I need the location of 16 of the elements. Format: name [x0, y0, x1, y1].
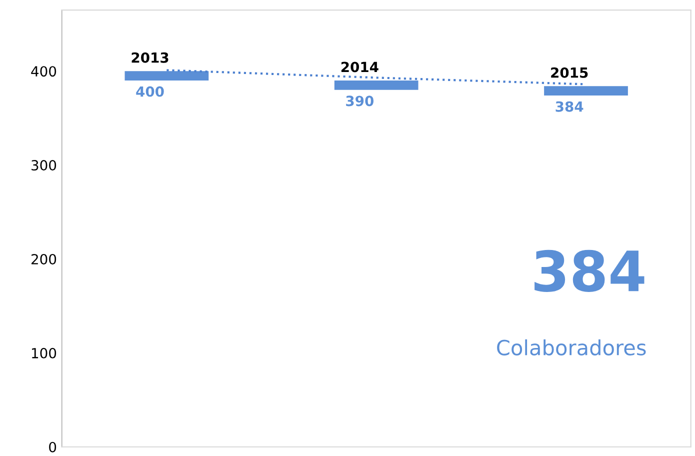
x-tick-label: 2013: [132, 52, 168, 63]
x-tick-label: 2014: [341, 62, 378, 72]
y-tick-label: 300: [32, 160, 56, 171]
y-tick-label: 0: [49, 442, 56, 452]
y-tick-label: 400: [31, 66, 56, 77]
data-label: 390: [346, 96, 374, 106]
annotation: 384: [534, 250, 644, 292]
data-label: 400: [136, 86, 164, 97]
y-tick-label: 100: [32, 348, 56, 358]
bar: [334, 80, 418, 90]
y-tick-label: 200: [32, 254, 56, 264]
bar: [124, 71, 209, 80]
x-tick-label: 2015: [551, 67, 588, 78]
data-label: 384: [556, 101, 584, 112]
annotation: Colaboradores: [497, 339, 646, 356]
bar: [544, 86, 628, 96]
